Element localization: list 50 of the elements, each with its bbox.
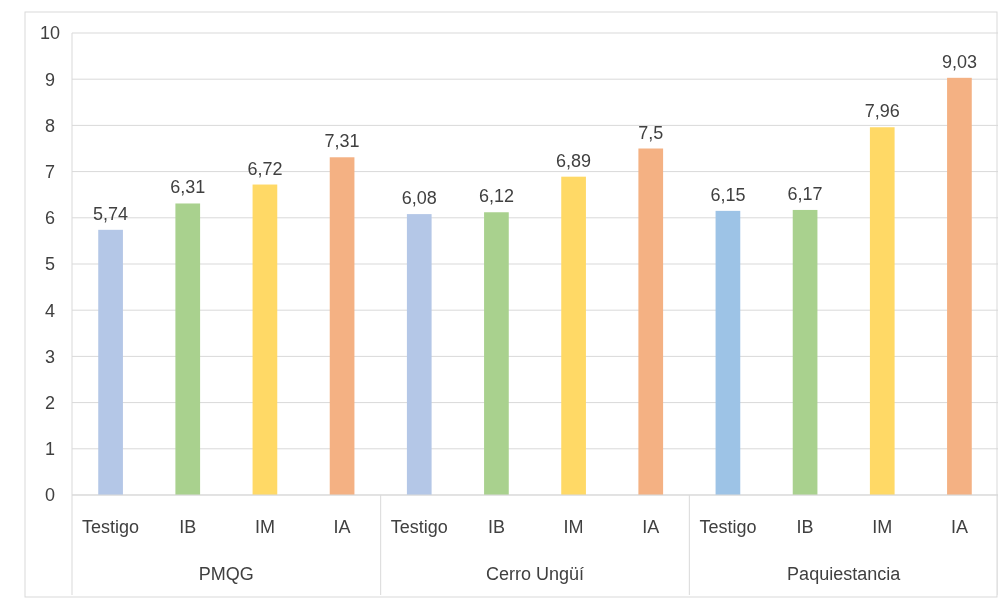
x-tick-label: IM <box>254 517 275 537</box>
x-tick-label: IA <box>333 517 351 537</box>
bar <box>561 176 586 495</box>
x-tick-label: Testigo <box>82 517 140 537</box>
text: Paquiestancia <box>787 564 902 584</box>
y-tick-label: 1 <box>44 439 56 460</box>
data-label: 6,12 <box>478 186 514 207</box>
data-label: 6,31 <box>170 177 206 198</box>
bar <box>484 212 509 495</box>
x-tick-label: IB <box>179 517 197 537</box>
text: PMQG <box>198 564 254 584</box>
data-label: 5,74 <box>93 203 129 224</box>
text: Cerro Ungüí <box>485 564 585 584</box>
bar <box>175 203 201 495</box>
x-tick-label: IA <box>950 517 968 537</box>
x-tick-label: IM <box>872 517 893 537</box>
x-tick-label: IB <box>487 517 505 537</box>
data-label: 6,08 <box>401 188 437 209</box>
data-label: 9,03 <box>941 51 977 72</box>
data-label: 6,89 <box>556 150 592 171</box>
bar <box>869 127 895 495</box>
y-tick-label: 2 <box>44 392 56 413</box>
bar <box>329 157 355 495</box>
bar <box>406 214 432 495</box>
y-tick-label: 8 <box>44 115 56 136</box>
data-label: 7,5 <box>638 122 664 143</box>
bar <box>638 148 664 495</box>
bar <box>947 77 972 495</box>
data-label: 6,17 <box>787 183 823 204</box>
data-label: 7,31 <box>324 131 360 152</box>
y-tick-label: 5 <box>44 254 56 275</box>
y-tick-label: 7 <box>44 161 56 182</box>
x-tick-label: Testigo <box>390 517 448 537</box>
bar <box>98 229 123 495</box>
bar <box>252 184 278 495</box>
x-tick-label: IA <box>642 517 660 537</box>
x-tick-label: IB <box>796 517 814 537</box>
bar <box>715 210 741 495</box>
y-tick-label: 10 <box>39 23 61 44</box>
data-label: 7,96 <box>864 101 900 122</box>
y-tick-label: 3 <box>44 346 56 367</box>
y-tick-label: 6 <box>44 208 56 229</box>
x-tick-label: IM <box>563 517 584 537</box>
y-tick-label: 4 <box>44 300 56 321</box>
bar <box>792 209 818 495</box>
y-tick-label: 9 <box>44 69 56 90</box>
y-tick-label: 0 <box>44 485 56 506</box>
data-label: 6,72 <box>247 158 283 179</box>
x-tick-label: Testigo <box>699 517 757 537</box>
data-label: 6,15 <box>710 184 746 205</box>
